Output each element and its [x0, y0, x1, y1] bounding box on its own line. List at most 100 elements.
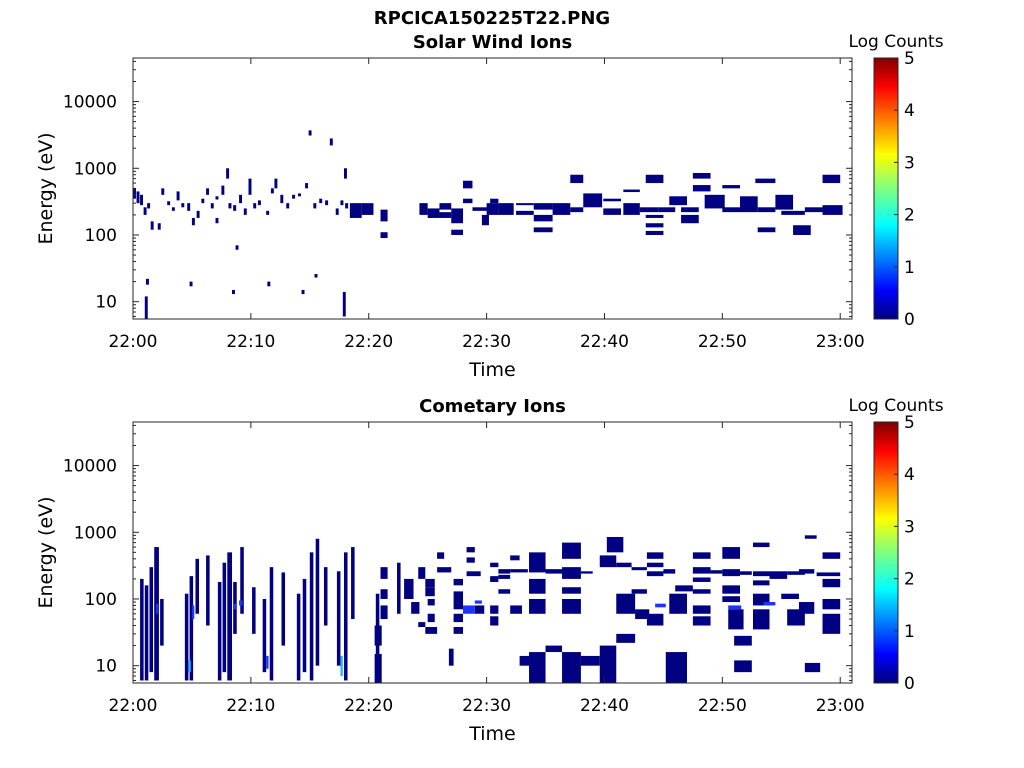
heatmap-cell: [336, 571, 341, 666]
figure-title: RPCICA150225T22.PNG: [374, 8, 610, 29]
heatmap-cell: [404, 578, 414, 599]
heatmap-cell: [296, 593, 301, 681]
heatmap-cell: [663, 569, 676, 574]
heatmap-cell: [161, 188, 165, 195]
heatmap-cell: [235, 245, 239, 250]
heatmap-cell: [191, 217, 195, 226]
heatmap-cell: [176, 191, 180, 201]
cometary-x-tick-label: 22:30: [462, 696, 511, 716]
cometary-x-tick-label: 22:40: [580, 696, 629, 716]
heatmap-cell: [270, 188, 274, 194]
heatmap-cell: [498, 569, 511, 574]
heatmap-cell: [150, 221, 154, 230]
heatmap-cell: [529, 552, 546, 573]
heatmap-cell: [419, 203, 428, 215]
heatmap-cell: [752, 580, 770, 586]
heatmap-cell: [380, 605, 388, 620]
heatmap-cell: [233, 205, 237, 211]
heatmap-cell: [448, 648, 454, 666]
heatmap-cell: [692, 172, 711, 179]
cometary-y-tick-label: 10: [95, 657, 117, 677]
solar-wind-y-tick-label: 100: [85, 226, 117, 246]
heatmap-cell: [583, 193, 603, 208]
heatmap-cell: [157, 223, 161, 230]
heatmap-cell: [669, 593, 687, 614]
cometary-x-axis-label: Time: [468, 723, 516, 745]
heatmap-cell: [533, 214, 553, 222]
heatmap-cell: [343, 168, 347, 179]
heatmap-cell: [580, 655, 600, 666]
heatmap-cell: [635, 609, 650, 620]
heatmap-cell: [645, 214, 664, 218]
heatmap-cell: [340, 200, 344, 206]
heatmap-cell: [822, 205, 843, 215]
heatmap-cell: [740, 571, 752, 575]
solar-wind-x-tick-label: 22:10: [226, 332, 275, 352]
heatmap-cell: [140, 194, 144, 206]
cometary-colorbar-tick-label: 3: [904, 517, 915, 537]
heatmap-cell: [603, 198, 621, 202]
heatmap-cell: [562, 652, 581, 683]
heatmap-cell: [570, 207, 584, 213]
heatmap-cell: [319, 198, 323, 204]
heatmap-cell: [463, 198, 473, 204]
solar-wind-title: Solar Wind Ions: [413, 32, 572, 53]
heatmap-cell: [490, 576, 499, 582]
cometary-colorbar-tick-label: 2: [904, 570, 915, 590]
heatmap-cell: [755, 178, 776, 184]
heatmap-cell: [187, 203, 191, 211]
heatmap-cell: [533, 203, 553, 210]
solar-wind-x-tick-label: 22:50: [698, 332, 747, 352]
heatmap-cell: [196, 210, 200, 218]
heatmap-cell: [775, 194, 794, 210]
heatmap-cell: [734, 635, 752, 646]
heatmap-cell: [215, 196, 219, 200]
heatmap-cell: [380, 232, 388, 239]
heatmap-cell: [655, 603, 666, 608]
heatmap-cell: [308, 130, 312, 136]
heatmap-cell: [305, 183, 309, 189]
heatmap-cell: [439, 212, 452, 218]
heatmap-cell: [181, 203, 185, 208]
heatmap-cell: [191, 605, 195, 620]
heatmap-cell: [380, 589, 388, 599]
heatmap-cell: [804, 662, 821, 673]
heatmap-cell: [510, 555, 520, 561]
heatmap-cell: [298, 193, 301, 197]
heatmap-cell: [769, 571, 788, 579]
heatmap-cell: [529, 598, 546, 614]
solar-wind-x-tick-label: 22:30: [462, 332, 511, 352]
heatmap-cell: [722, 596, 741, 603]
heatmap-cell: [425, 627, 438, 634]
heatmap-cell: [267, 281, 271, 287]
heatmap-cell: [510, 605, 522, 614]
heatmap-cell: [210, 203, 214, 209]
heatmap-cell: [645, 174, 664, 184]
heatmap-cell: [136, 191, 140, 204]
heatmap-cell: [232, 289, 235, 295]
heatmap-cell: [427, 613, 435, 623]
heatmap-cell: [380, 209, 388, 222]
heatmap-cell: [692, 577, 711, 582]
heatmap-cell: [280, 194, 284, 204]
heatmap-cell: [822, 578, 841, 588]
solar-wind-colorbar-tick-label: 1: [904, 258, 915, 278]
heatmap-cell: [133, 188, 136, 199]
heatmap-cell: [418, 622, 426, 628]
heatmap-cell: [562, 567, 581, 579]
heatmap-cell: [335, 208, 339, 215]
heatmap-cell: [490, 616, 499, 626]
solar-wind-colorbar-tick-label: 5: [904, 49, 915, 69]
heatmap-cell: [722, 547, 741, 559]
cometary-colorbar-tick-label: 0: [904, 674, 915, 694]
cometary-title: Cometary Ions: [419, 396, 566, 417]
heatmap-cell: [734, 660, 752, 673]
heatmap-cell: [281, 572, 286, 646]
heatmap-cell: [822, 598, 841, 610]
heatmap-cell: [722, 585, 741, 594]
heatmap-cell: [474, 600, 482, 604]
heatmap-cell: [490, 198, 499, 204]
heatmap-cell: [616, 633, 636, 643]
heatmap-cell: [798, 569, 815, 574]
